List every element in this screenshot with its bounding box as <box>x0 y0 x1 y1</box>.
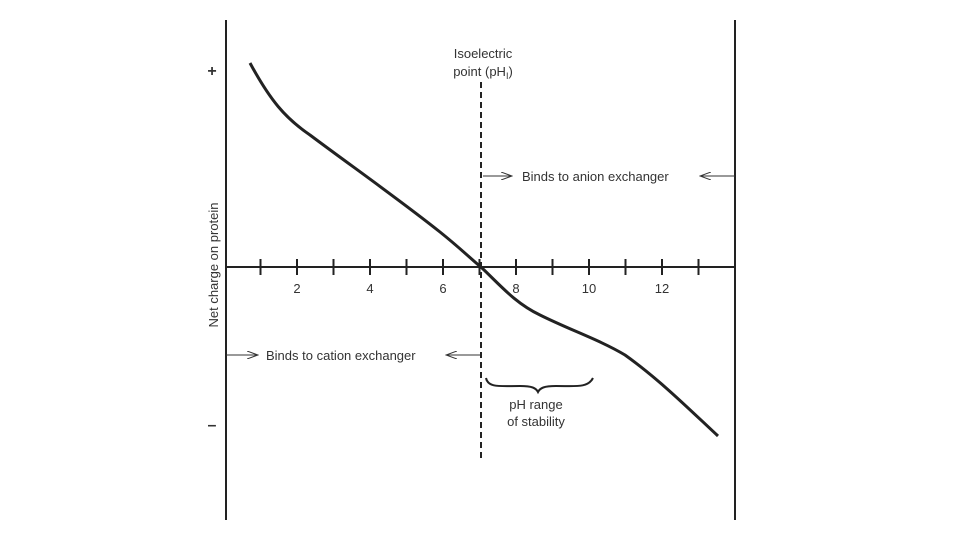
brace <box>485 377 594 395</box>
x-tick-label: 4 <box>366 281 373 296</box>
charge-curve <box>248 62 720 438</box>
label-part: point (pH <box>453 64 506 79</box>
cation-label: Binds to cation exchanger <box>266 348 416 363</box>
x-tick-label: 10 <box>582 281 596 296</box>
x-tick-label: 2 <box>293 281 300 296</box>
plus-label: + <box>207 63 216 80</box>
anion-label: Binds to anion exchanger <box>522 169 669 184</box>
minus-label: – <box>208 417 217 434</box>
subscript: I <box>506 71 509 81</box>
x-ticks: 2 4 6 8 10 12 <box>259 259 700 296</box>
x-tick-label: 12 <box>655 281 669 296</box>
y-axis-label: Net charge on protein <box>206 202 221 327</box>
stability-label: of stability <box>507 414 565 429</box>
x-tick-label: 6 <box>439 281 446 296</box>
stability-label: pH range <box>509 397 562 412</box>
isoelectric-label: point (pHI) <box>453 64 513 81</box>
x-tick-label: 8 <box>512 281 519 296</box>
label-part: ) <box>508 64 512 79</box>
isoelectric-label: Isoelectric <box>454 46 513 61</box>
